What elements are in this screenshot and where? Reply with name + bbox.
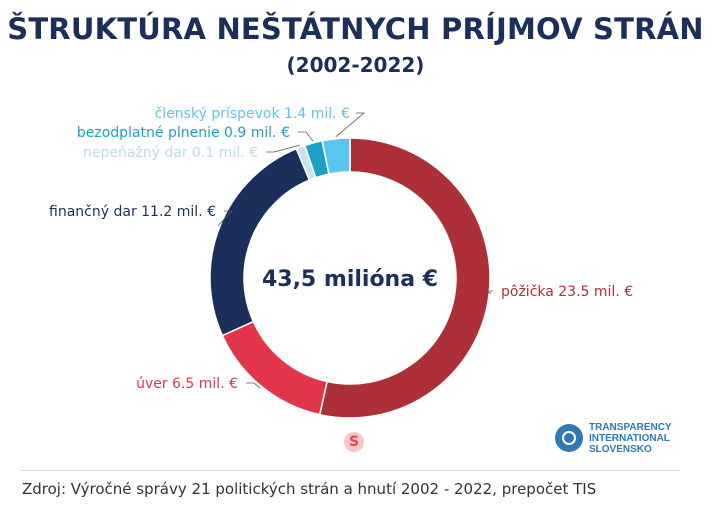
donut-slice-členský-príspevok	[321, 137, 351, 176]
donut-chart: pôžička 23.5 mil. € úver 6.5 mil. € finanč…	[49, 106, 633, 419]
source-note: Zdroj: Výročné správy 21 politických str…	[22, 480, 597, 498]
label-leader-line	[246, 382, 261, 389]
label-leader-line	[266, 144, 300, 153]
donut-center-total: 43,5 milióna €	[262, 267, 438, 292]
slice-label-nepeňažný-dar: nepeňažný dar 0.1 mil. €	[83, 145, 258, 161]
label-leader-line	[335, 112, 366, 138]
slice-label-členský-príspevok: členský príspevok 1.4 mil. €	[155, 106, 350, 122]
ti-globe-icon	[555, 424, 583, 452]
chart-title: ŠTRUKTÚRA NEŠTÁTNYCH PRÍJMOV STRÁN	[7, 12, 704, 46]
slice-label-pôžička: pôžička 23.5 mil. €	[501, 284, 633, 300]
ti-logo-line: TRANSPARENCY	[589, 422, 672, 433]
donut-slice-pôžička	[318, 137, 491, 419]
donut-slice-finančný-dar	[209, 147, 311, 337]
slice-label-úver: úver 6.5 mil. €	[136, 376, 238, 392]
chart-subtitle: (2002-2022)	[286, 53, 425, 77]
slice-label-finančný-dar: finančný dar 11.2 mil. €	[49, 204, 216, 220]
donut-slice-úver	[221, 320, 328, 416]
footer-divider	[20, 470, 680, 471]
slice-label-bezodplatné-plnenie: bezodplatné plnenie 0.9 mil. €	[77, 125, 290, 141]
transparency-international-logo: TRANSPARENCY INTERNATIONAL SLOVENSKO	[555, 422, 685, 460]
label-leader-line	[298, 131, 314, 142]
ti-logo-line: INTERNATIONAL	[589, 433, 670, 444]
s-logo-icon: S	[344, 432, 364, 452]
label-leader-line	[217, 210, 233, 226]
ti-logo-text: TRANSPARENCY INTERNATIONAL SLOVENSKO	[589, 422, 672, 455]
label-leader-line	[484, 290, 493, 294]
ti-logo-line: SLOVENSKO	[589, 444, 652, 455]
